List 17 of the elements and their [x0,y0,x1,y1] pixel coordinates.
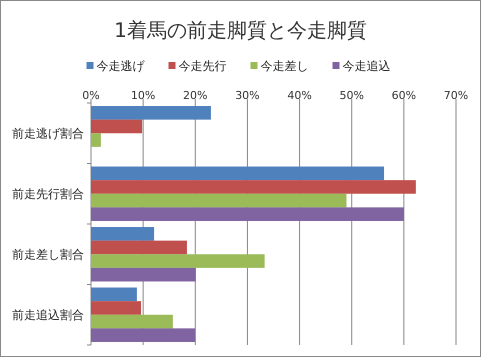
y-tick-label: 前走追込割合 [12,308,84,322]
y-tick-label: 前走逃げ割合 [12,126,84,140]
legend-label: 今走先行 [178,59,226,73]
y-tick-label: 前走先行割合 [12,186,84,201]
x-tick-label: 0% [82,89,100,102]
x-tick-label: 30% [235,89,260,102]
x-tick-label: 50% [339,89,364,102]
legend-label: 今走差し [260,59,308,73]
x-tick-label: 10% [130,89,156,102]
x-tick-label: 60% [392,89,416,102]
x-tick-label: 70% [444,89,468,102]
title: 1着馬の前走脚質と今走脚質 [114,18,367,42]
y-tick-label: 前走差し割合 [12,247,84,262]
x-tick-label: 20% [183,89,208,102]
legend-label: 今走逃げ [96,59,146,73]
x-tick-label: 40% [287,89,312,102]
legend-label: 今走追込 [342,59,390,73]
